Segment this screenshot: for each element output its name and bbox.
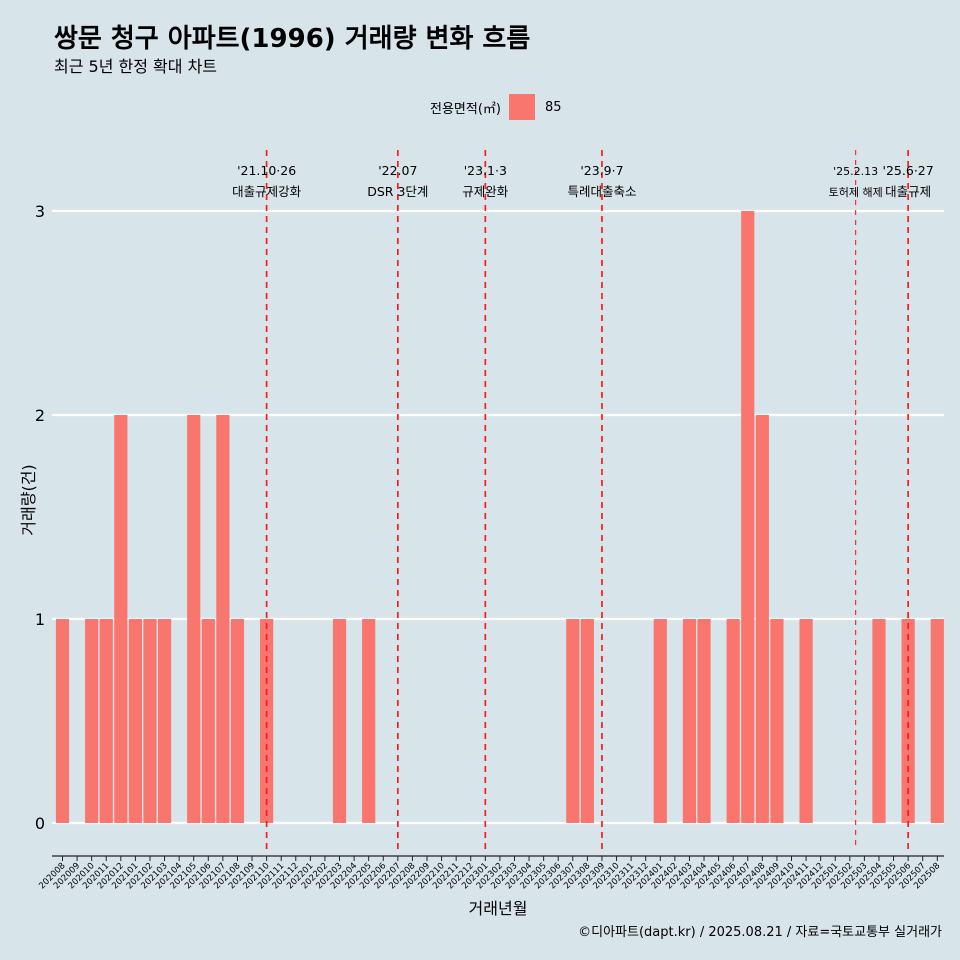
bar	[157, 619, 172, 823]
bar	[230, 619, 245, 823]
event-label: 대출규제강화	[232, 184, 302, 199]
event-date: '23.9·7	[580, 163, 623, 178]
bar	[682, 619, 697, 823]
x-axis-label: 거래년월	[469, 899, 528, 918]
legend-entry-label: 85	[544, 99, 562, 115]
bar	[362, 619, 376, 823]
bar	[114, 415, 128, 823]
event-annotations: '21.10·26 대출규제강화 '22.07 DSR 3단계 '23.1·3 규제완화 '…	[232, 150, 934, 850]
event-date: '25.6·27	[883, 163, 934, 178]
bar	[726, 619, 740, 823]
y-axis-label: 거래량(건)	[19, 464, 38, 535]
bar	[143, 619, 157, 823]
y-tick-label: 0	[35, 814, 45, 833]
bar	[901, 619, 915, 823]
y-tick-label: 2	[35, 406, 45, 425]
bar	[580, 619, 594, 823]
bar	[770, 619, 784, 823]
bar	[566, 619, 580, 823]
chart-title: 쌍문 청구 아파트(1996) 거래량 변화 흐름	[54, 24, 531, 54]
bar	[260, 619, 274, 823]
bar	[653, 619, 667, 823]
event-date: '25.2.13	[833, 165, 878, 178]
y-axis: 0 1 2 3	[35, 202, 45, 833]
x-axis: 2020082020092020102020112020122021012021…	[37, 855, 944, 891]
event-label: DSR 3단계	[367, 184, 428, 199]
bar	[187, 415, 201, 823]
bar	[697, 619, 711, 823]
chart-subtitle: 최근 5년 한정 확대 차트	[54, 57, 218, 76]
event-date: '23.1·3	[464, 163, 507, 178]
bar	[128, 619, 142, 823]
event-date: '21.10·26	[237, 163, 296, 178]
bar	[799, 619, 813, 823]
bar	[216, 415, 230, 823]
event-label: 특례대출축소	[567, 184, 636, 199]
legend: 전용면적(㎡) 85	[430, 93, 562, 121]
event-date: '22.07	[378, 163, 417, 178]
legend-swatch	[508, 94, 535, 120]
bar	[755, 415, 769, 823]
y-tick-label: 3	[35, 202, 45, 221]
legend-title: 전용면적(㎡)	[430, 101, 501, 117]
bar	[99, 619, 113, 823]
bar	[741, 211, 755, 823]
event-label: 대출규제	[885, 184, 931, 199]
bar	[332, 619, 347, 823]
event-label: 규제완화	[462, 184, 509, 199]
bar	[872, 619, 886, 823]
grid-lines	[52, 209, 944, 825]
bar	[85, 619, 99, 823]
bar	[201, 619, 215, 823]
bars	[55, 211, 944, 823]
event-label: 토허제 해제	[829, 185, 883, 199]
y-tick-label: 1	[35, 610, 45, 629]
source-caption: ©디아파트(dapt.kr) / 2025.08.21 / 자료=국토교통부 실…	[578, 925, 942, 940]
bar	[930, 619, 944, 823]
bar	[55, 619, 70, 823]
